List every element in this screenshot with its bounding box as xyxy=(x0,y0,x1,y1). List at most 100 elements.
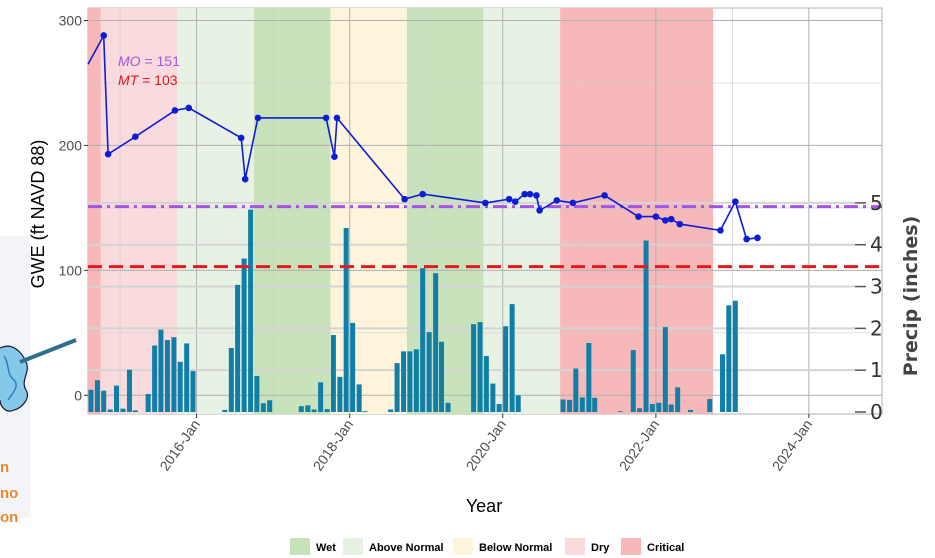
legend: Wet Above Normal Below Normal Dry Critical xyxy=(290,538,684,555)
legend-swatch-below-normal xyxy=(453,538,473,555)
precip-bar xyxy=(318,382,324,412)
gwe-point xyxy=(237,134,245,142)
precip-bar xyxy=(477,322,483,412)
legend-label-below-normal: Below Normal xyxy=(479,542,552,554)
precip-bar xyxy=(235,284,241,412)
precip-bar xyxy=(426,332,432,412)
gwe-point xyxy=(533,192,540,199)
y-axis-title: GWE (ft NAVD 88) xyxy=(28,140,48,289)
precip-bar xyxy=(687,409,693,412)
wateryear-band-above-normal xyxy=(483,8,561,414)
gwe-point xyxy=(401,195,408,203)
x-axis-title: Year xyxy=(466,496,502,516)
wateryear-bands xyxy=(88,8,714,414)
wateryear-band-above-normal xyxy=(177,8,254,414)
gwe-point xyxy=(333,114,341,122)
y2-axis-title: Precip (inches) xyxy=(900,216,922,377)
left-edge-map-fragment: n no on xyxy=(0,236,77,526)
precip-bar xyxy=(592,397,598,412)
y2-tick-label: 5 xyxy=(870,191,883,215)
precip-bar xyxy=(394,363,400,412)
legend-swatch-wet xyxy=(290,538,310,555)
annotation-mt: MT = 103 xyxy=(118,72,178,88)
map-fragment-river xyxy=(3,355,17,401)
precip-bar xyxy=(120,408,126,412)
x-tick-label: 2024-Jan xyxy=(769,417,816,474)
precip-bar xyxy=(707,399,713,412)
precip-bar xyxy=(662,327,668,412)
precip-bar xyxy=(656,402,662,412)
precip-bar xyxy=(643,240,649,412)
map-pointer-line xyxy=(19,338,77,364)
gwe-point xyxy=(482,199,489,207)
gwe-point xyxy=(241,175,249,183)
precip-bar xyxy=(720,354,726,412)
gwe-point xyxy=(505,195,513,203)
legend-label-above-normal: Above Normal xyxy=(369,542,444,554)
precip-bar xyxy=(445,402,451,412)
gwe-point xyxy=(667,215,675,223)
edge-text-2: no xyxy=(0,485,18,502)
precip-bar xyxy=(267,400,273,412)
precip-bar xyxy=(630,350,636,412)
precip-bar xyxy=(579,397,585,412)
precip-bar xyxy=(362,411,368,412)
precip-bar xyxy=(573,368,579,412)
precip-bar xyxy=(586,343,592,412)
precip-bar xyxy=(496,404,502,412)
gwe-point xyxy=(104,150,112,158)
gwe-point xyxy=(521,190,529,198)
grid-lines xyxy=(88,8,882,414)
precip-bar xyxy=(503,326,509,412)
precip-bar xyxy=(164,340,170,412)
legend-swatch-critical xyxy=(621,538,641,555)
x-tick-label: 2016-Jan xyxy=(156,417,203,474)
precip-bar xyxy=(113,385,119,412)
precip-bar xyxy=(350,322,356,412)
annotation-mo-name: MO xyxy=(118,53,141,69)
precip-bar xyxy=(158,329,164,412)
annotation-mt-value: = 103 xyxy=(138,72,178,88)
y-axis: 0 100 200 300 xyxy=(59,12,88,403)
gwe-point xyxy=(732,198,739,205)
x-tick-label: 2020-Jan xyxy=(463,417,510,474)
gwe-point xyxy=(743,235,750,243)
precip-bar xyxy=(107,409,113,412)
precip-bar xyxy=(228,348,234,412)
gwe-point xyxy=(553,197,561,204)
gwe-point xyxy=(100,32,108,39)
precip-bar xyxy=(254,376,260,412)
legend-label-critical: Critical xyxy=(647,542,684,554)
precip-bars xyxy=(88,209,738,412)
threshold-lines xyxy=(88,205,882,269)
gwe-series xyxy=(87,32,761,243)
gwe-point xyxy=(635,213,642,220)
precip-bar xyxy=(184,343,190,412)
gwe-point xyxy=(662,217,669,224)
precip-bar xyxy=(324,409,330,412)
precip-bar xyxy=(94,380,100,412)
precip-bar xyxy=(171,337,177,412)
precip-bar xyxy=(145,394,151,412)
precip-bar xyxy=(407,351,413,412)
precip-bar xyxy=(675,387,681,412)
y2-tick-label: 0 xyxy=(870,400,883,424)
gwe-point xyxy=(254,114,262,122)
wateryear-band-wet xyxy=(253,8,331,414)
precip-bar xyxy=(617,411,623,412)
precip-bar xyxy=(101,390,107,412)
legend-swatch-dry xyxy=(565,538,585,555)
precip-bar xyxy=(311,409,317,412)
gwe-point xyxy=(652,213,660,220)
gwe-point xyxy=(569,199,577,207)
x-tick-label: 2018-Jan xyxy=(310,417,357,474)
precip-bar xyxy=(88,389,94,412)
wateryear-band-wet xyxy=(406,8,484,414)
edge-text-1: n xyxy=(0,459,9,476)
gwe-point xyxy=(331,153,338,160)
precip-bar xyxy=(471,324,477,412)
y2-tick-label: 2 xyxy=(870,316,883,340)
y2-tick-label: 3 xyxy=(870,275,883,299)
